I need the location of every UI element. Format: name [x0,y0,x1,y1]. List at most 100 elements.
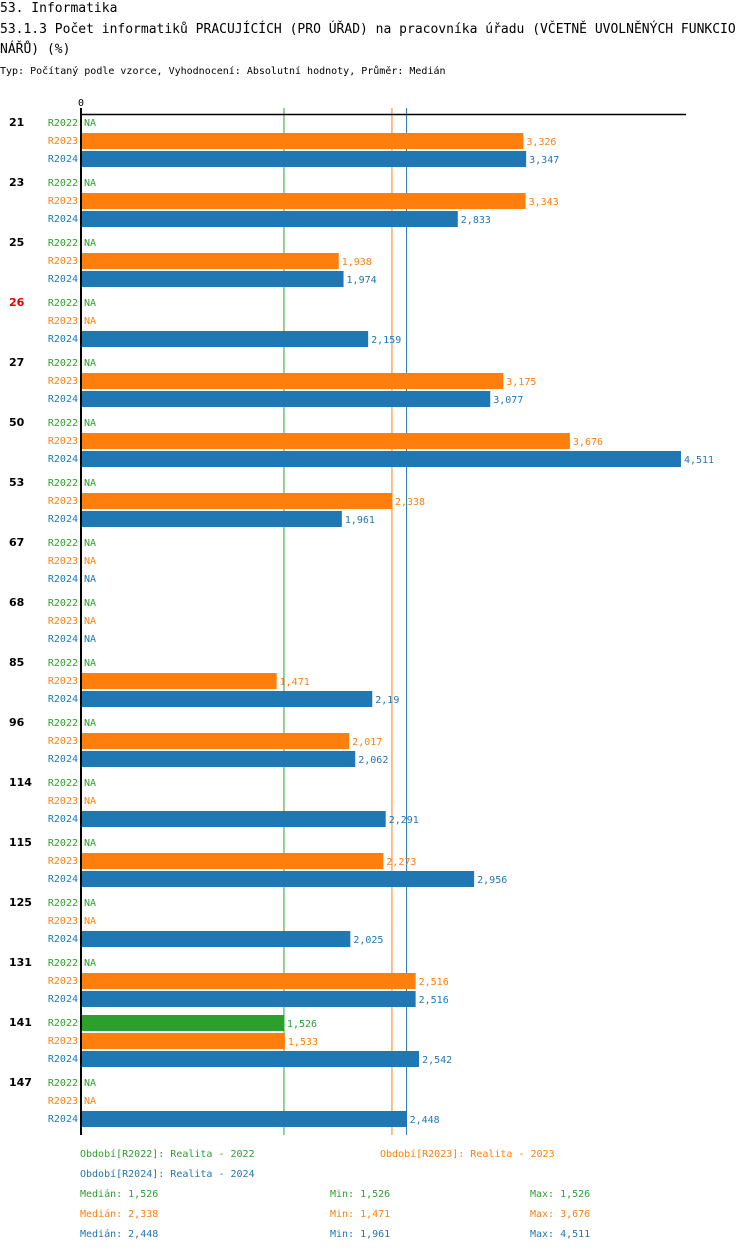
bar [81,871,475,887]
category-label: 67 [9,536,24,549]
na-label: NA [84,178,96,189]
category-label: 26 [9,296,25,309]
data-label: 2,516 [419,995,449,1006]
legend-min-R2022: Min: 1,526 [330,1189,391,1200]
series-label: R2024 [48,154,78,165]
data-label: 2,338 [395,497,425,508]
category-label: 85 [9,656,24,669]
na-label: NA [84,316,96,327]
data-label: 3,077 [493,395,523,406]
series-label: R2022 [48,958,78,969]
bar [81,1111,407,1127]
series-label: R2023 [48,376,78,387]
data-label: 3,175 [506,377,536,388]
bar [81,1015,284,1031]
series-label: R2023 [48,676,78,687]
series-label: R2022 [48,658,78,669]
category-label: 115 [9,836,32,849]
x-tick-label: 0 [78,98,84,109]
series-label: R2023 [48,976,78,987]
series-label: R2023 [48,316,78,327]
series-label: R2023 [48,916,78,927]
series-label: R2024 [48,274,78,285]
data-label: 3,326 [526,137,556,148]
series-label: R2023 [48,196,78,207]
na-label: NA [84,616,96,627]
na-label: NA [84,796,96,807]
data-label: 1,526 [287,1019,317,1030]
series-label: R2024 [48,454,78,465]
legend-max-R2022: Max: 1,526 [530,1189,591,1200]
legend-min-R2023: Min: 1,471 [330,1209,391,1220]
na-label: NA [84,898,96,909]
series-label: R2022 [48,178,78,189]
na-label: NA [84,238,96,249]
na-label: NA [84,1096,96,1107]
data-label: 2,448 [410,1115,440,1126]
bar [81,193,526,209]
category-label: 114 [9,776,32,789]
bar [81,853,384,869]
na-label: NA [84,118,96,129]
bar [81,151,527,167]
data-label: 2,516 [419,977,449,988]
bar [81,271,344,287]
category-label: 50 [9,416,25,429]
series-label: R2022 [48,478,78,489]
legend-median-R2022: Medián: 1,526 [80,1189,159,1200]
data-label: 1,471 [280,677,310,688]
legend-period-R2024: Období[R2024]: Realita - 2024 [80,1169,255,1180]
legend-min-R2024: Min: 1,961 [330,1229,391,1240]
bar [81,133,524,149]
series-label: R2023 [48,736,78,747]
series-label: R2024 [48,394,78,405]
series-label: R2023 [48,856,78,867]
na-label: NA [84,634,96,645]
series-label: R2022 [48,718,78,729]
series-label: R2024 [48,814,78,825]
data-label: 3,676 [573,437,603,448]
bar [81,1051,420,1067]
bar [81,973,416,989]
na-label: NA [84,658,96,669]
series-label: R2023 [48,796,78,807]
bar [81,451,681,467]
series-label: R2022 [48,298,78,309]
category-label: 131 [9,956,32,969]
data-label: 1,974 [347,275,377,286]
category-label: 147 [9,1076,32,1089]
na-label: NA [84,478,96,489]
series-label: R2024 [48,634,78,645]
na-label: NA [84,574,96,585]
series-label: R2022 [48,898,78,909]
na-label: NA [84,598,96,609]
na-label: NA [84,718,96,729]
na-label: NA [84,1078,96,1089]
series-label: R2022 [48,238,78,249]
bar [81,253,339,269]
data-label: 2,062 [358,755,388,766]
category-label: 53 [9,476,24,489]
data-label: 2,833 [461,215,491,226]
series-label: R2024 [48,874,78,885]
data-label: 4,511 [684,455,714,466]
category-label: 125 [9,896,32,909]
series-label: R2024 [48,1114,78,1125]
bar [81,511,342,527]
bar [81,331,369,347]
bar [81,433,570,449]
series-label: R2024 [48,334,78,345]
series-label: R2024 [48,514,78,525]
category-label: 23 [9,176,24,189]
series-label: R2024 [48,934,78,945]
bar [81,751,356,767]
series-label: R2022 [48,538,78,549]
series-label: R2022 [48,118,78,129]
na-label: NA [84,538,96,549]
bar [81,931,351,947]
na-label: NA [84,418,96,429]
legend-max-R2024: Max: 4,511 [530,1229,591,1240]
bar [81,991,416,1007]
chart-title: 53.1.3 Počet informatiků PRACUJÍCÍCH (PR… [0,22,736,57]
